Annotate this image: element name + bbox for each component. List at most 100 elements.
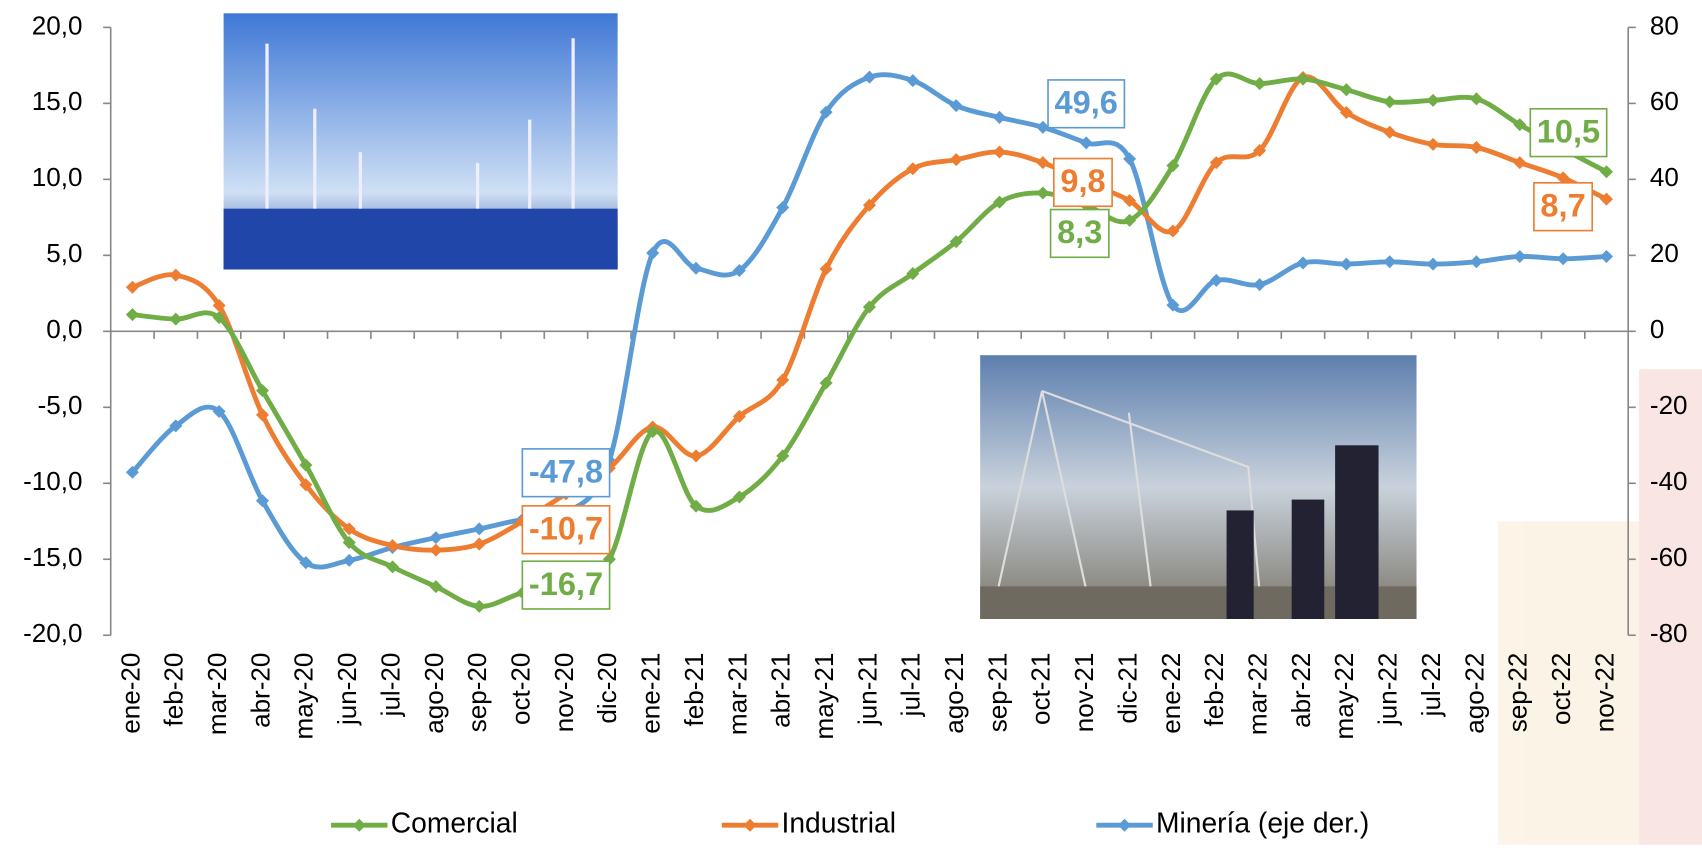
x-tick-label: feb-21 [679, 653, 709, 727]
series-marker [299, 458, 313, 472]
x-tick-label: feb-20 [159, 653, 189, 727]
series-marker [1556, 171, 1570, 185]
y-tick-label: -20,0 [23, 618, 82, 648]
series-marker [212, 404, 226, 418]
series-marker [993, 145, 1007, 159]
data-label-text: -10,7 [529, 510, 603, 546]
data-label-box [1053, 157, 1113, 208]
series-marker [125, 280, 139, 294]
series-marker [1296, 72, 1310, 86]
data-label: -47,8 [521, 448, 611, 498]
series-marker [299, 478, 313, 492]
series-marker [472, 599, 486, 613]
x-tick-label: oct-20 [505, 653, 535, 725]
data-label: 8,3 [1049, 208, 1110, 259]
y2-tick-label: -60 [1650, 542, 1688, 572]
series-marker [1556, 252, 1570, 266]
y-tick-label: -10,0 [23, 466, 82, 496]
series-marker [212, 311, 226, 325]
x-tick-label: mar-21 [722, 653, 752, 736]
x-tick-label: abr-20 [245, 653, 275, 728]
y-tick-label: 10,0 [32, 162, 83, 192]
series-marker [1383, 125, 1397, 139]
x-tick-label: nov-20 [549, 653, 579, 733]
data-label-text: 10,5 [1537, 113, 1600, 149]
x-tick-label: jun-20 [332, 653, 362, 726]
data-label-box [1529, 107, 1608, 158]
x-tick-label: mar-20 [202, 653, 232, 736]
legend-marker [1118, 818, 1132, 832]
series-marker [776, 200, 790, 214]
x-tick-label: ago-21 [939, 653, 969, 734]
series-marker [212, 298, 226, 313]
y-tick-label: -5,0 [38, 390, 83, 420]
series-marker [1513, 156, 1527, 170]
series-marker [993, 110, 1007, 124]
series-marker [386, 560, 400, 574]
x-tick-label: may-22 [1329, 653, 1359, 740]
series-marker [949, 153, 963, 167]
y-tick-label: 0,0 [46, 314, 82, 344]
series-marker [1166, 224, 1180, 238]
series-marker [1513, 118, 1527, 132]
legend-label: Industrial [782, 807, 897, 839]
series-marker [862, 70, 876, 84]
legend-marker [743, 818, 757, 832]
series-marker [472, 537, 486, 551]
x-tick-label: mar-22 [1243, 653, 1273, 736]
x-tick-label: ago-22 [1459, 653, 1489, 734]
y2-tick-label: 20 [1650, 238, 1679, 268]
series-marker [1426, 257, 1440, 271]
y-tick-label: 5,0 [46, 238, 82, 268]
data-label-box [1047, 79, 1126, 129]
series-marker [429, 531, 443, 545]
legend-label: Comercial [391, 807, 518, 839]
data-label-box [521, 560, 611, 610]
series-marker [1426, 137, 1440, 151]
x-tick-label: jul-21 [896, 653, 926, 718]
x-tick-label: sep-21 [982, 653, 1012, 733]
data-label-text: 49,6 [1055, 84, 1118, 120]
y2-tick-label: -80 [1650, 618, 1688, 648]
y2-tick-label: -40 [1650, 466, 1688, 496]
x-tick-label: abr-21 [766, 653, 796, 728]
data-label-box [1049, 208, 1110, 259]
series-marker [1513, 249, 1527, 263]
series-marker [472, 522, 486, 536]
series-marker [169, 268, 183, 282]
data-label: -10,7 [521, 505, 611, 555]
series-marker [429, 543, 443, 557]
series-marker [776, 373, 790, 387]
series-marker [169, 312, 183, 326]
y2-tick-label: -20 [1650, 390, 1688, 420]
data-label-box [521, 505, 611, 555]
x-tick-label: jun-22 [1373, 653, 1403, 726]
x-tick-label: abr-22 [1286, 653, 1316, 728]
series-marker [1383, 255, 1397, 269]
photo-substation [980, 355, 1417, 619]
decoration [1497, 369, 1702, 845]
x-tick-label: dic-20 [592, 653, 622, 724]
data-label-text: -47,8 [529, 453, 603, 489]
y-tick-label: -15,0 [23, 542, 82, 572]
series-marker [1036, 120, 1050, 134]
series-marker [342, 553, 356, 567]
data-label: 10,5 [1529, 107, 1608, 158]
data-label: 49,6 [1047, 79, 1126, 129]
series-marker [1469, 255, 1483, 269]
data-label-box [1533, 182, 1594, 232]
series-marker [1079, 136, 1093, 150]
series-marker [1253, 278, 1267, 292]
series-marker [1426, 93, 1440, 107]
x-tick-label: jul-22 [1416, 653, 1446, 718]
series-marker [125, 465, 139, 479]
x-tick-label: ene-22 [1156, 653, 1186, 734]
photo-wind-solar [223, 13, 618, 270]
series-marker [429, 580, 443, 594]
x-tick-label: jun-21 [852, 653, 882, 726]
data-label-text: 9,8 [1060, 163, 1105, 199]
x-tick-label: sep-22 [1503, 653, 1533, 733]
series-marker [1469, 92, 1483, 106]
x-tick-label: ene-21 [636, 653, 666, 734]
